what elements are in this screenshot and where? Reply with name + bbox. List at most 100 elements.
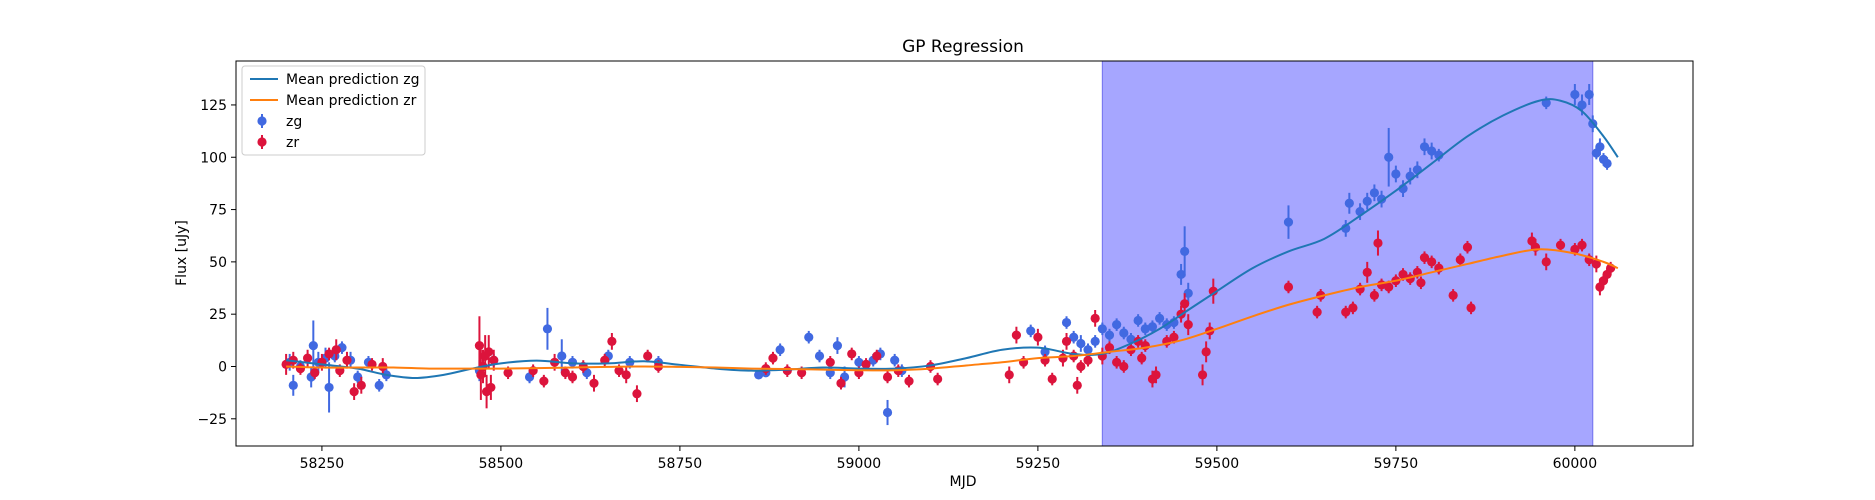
plot-area: 58250 58500 58750 59000 59250 59500 59750 60000… — [197, 60, 1694, 472]
data-point-zg-11 — [353, 372, 363, 382]
data-point-zr-94 — [1384, 282, 1394, 292]
x-tick-label-1: 58500 — [479, 456, 524, 472]
data-point-zg-7 — [324, 382, 334, 393]
x-tick-label-0: 58250 — [300, 456, 345, 472]
data-point-zg-52 — [1140, 324, 1150, 334]
data-point-zg-51 — [1133, 315, 1143, 326]
data-point-zr-112 — [1577, 240, 1587, 250]
data-point-zr-31 — [607, 336, 617, 346]
legend-swatch-zr — [257, 137, 267, 147]
data-point-zr-71 — [1137, 353, 1147, 363]
data-point-zr-59 — [1061, 336, 1072, 346]
data-point-zr-42 — [836, 378, 846, 388]
data-point-zg-49 — [1119, 328, 1129, 338]
data-point-zr-66 — [1104, 343, 1115, 353]
data-point-zr-29 — [589, 378, 599, 388]
data-point-zr-61 — [1072, 380, 1082, 390]
chart-title: GP Regression — [902, 37, 1024, 57]
data-point-zg-39 — [1026, 326, 1036, 336]
data-point-zg-53 — [1147, 322, 1158, 332]
data-point-zr-4 — [310, 368, 320, 378]
data-point-zr-14 — [474, 340, 485, 351]
data-point-zr-92 — [1373, 238, 1383, 248]
data-point-zr-81 — [1201, 347, 1211, 357]
data-point-zg-18 — [542, 324, 553, 334]
data-point-zr-15 — [476, 370, 486, 380]
data-point-zr-19 — [484, 347, 494, 357]
data-point-zg-54 — [1155, 313, 1165, 323]
data-point-zr-85 — [1312, 307, 1322, 317]
data-point-zg-44 — [1083, 345, 1093, 355]
data-point-zg-76 — [1570, 89, 1580, 100]
line-mean-prediction-zr — [286, 248, 1619, 372]
data-point-zr-45 — [861, 359, 871, 369]
data-point-zr-58 — [1058, 353, 1068, 363]
data-point-zr-51 — [933, 374, 943, 384]
y-tick-label-1: 0 — [218, 359, 227, 375]
data-point-zr-62 — [1076, 361, 1086, 372]
data-point-zr-41 — [825, 357, 835, 367]
data-point-zr-106 — [1466, 303, 1476, 313]
data-point-zr-57 — [1047, 374, 1057, 384]
data-point-zr-76 — [1169, 332, 1179, 342]
data-point-zg-28 — [804, 332, 814, 342]
data-point-zr-101 — [1427, 257, 1437, 267]
data-point-zg-4 — [308, 340, 318, 351]
legend-label-zg: zg — [286, 114, 302, 130]
data-point-zr-38 — [768, 353, 778, 363]
data-point-zr-111 — [1570, 244, 1580, 254]
data-point-zr-80 — [1197, 370, 1208, 380]
data-point-zr-99 — [1416, 278, 1426, 288]
data-point-zg-64 — [1362, 196, 1372, 206]
data-point-zr-87 — [1341, 307, 1351, 317]
data-point-zr-2 — [295, 363, 306, 374]
data-point-zr-10 — [349, 386, 359, 397]
data-point-zr-46 — [872, 351, 882, 361]
axes-frame — [235, 60, 1694, 447]
data-point-zr-100 — [1419, 253, 1430, 263]
data-point-zg-77 — [1577, 100, 1587, 110]
data-point-zg-68 — [1391, 169, 1401, 179]
data-point-zg-81 — [1595, 142, 1605, 152]
y-tick-label-0: −25 — [197, 412, 227, 428]
data-point-zr-20 — [486, 382, 496, 393]
data-point-zr-105 — [1462, 242, 1473, 252]
data-point-zr-26 — [560, 368, 570, 378]
data-point-zg-73 — [1427, 146, 1437, 156]
data-point-zr-7 — [331, 345, 341, 355]
data-point-zg-65 — [1369, 188, 1379, 198]
y-axis-label: Flux [uJy] — [174, 220, 190, 286]
data-point-zr-88 — [1348, 303, 1358, 313]
y-tick-label-2: 25 — [209, 307, 227, 323]
shaded-region — [1101, 60, 1594, 447]
data-point-zr-114 — [1591, 259, 1601, 269]
data-point-zg-47 — [1104, 330, 1115, 340]
data-point-zg-46 — [1097, 324, 1107, 334]
data-point-zr-104 — [1455, 255, 1465, 265]
data-point-zr-43 — [847, 349, 857, 359]
data-point-zg-78 — [1584, 89, 1594, 100]
x-tick-label-2: 58750 — [658, 456, 703, 472]
legend-label-mean-prediction-zr: Mean prediction zr — [286, 93, 417, 109]
y-tick-label-6: 125 — [200, 98, 227, 114]
data-point-zg-19 — [557, 351, 567, 361]
legend-label-mean-prediction-zg: Mean prediction zg — [286, 72, 420, 88]
y-tick-label-3: 50 — [209, 255, 227, 271]
legend-swatch-zg — [257, 116, 267, 126]
data-point-zr-40 — [797, 368, 807, 378]
legend-box — [241, 65, 426, 156]
data-point-zg-72 — [1419, 142, 1430, 152]
data-point-zg-83 — [1602, 158, 1612, 169]
x-tick-label-4: 59250 — [1016, 456, 1061, 472]
data-point-zr-78 — [1180, 299, 1190, 309]
data-point-zg-41 — [1061, 317, 1072, 328]
data-point-zr-74 — [1151, 370, 1161, 380]
data-point-zg-66 — [1376, 194, 1387, 204]
data-point-zg-57 — [1176, 269, 1186, 280]
data-point-zg-31 — [832, 340, 843, 351]
data-point-zr-90 — [1362, 267, 1372, 277]
data-point-zg-36 — [882, 407, 893, 418]
x-tick-label-7: 60000 — [1553, 456, 1598, 472]
data-point-zg-67 — [1384, 152, 1394, 162]
